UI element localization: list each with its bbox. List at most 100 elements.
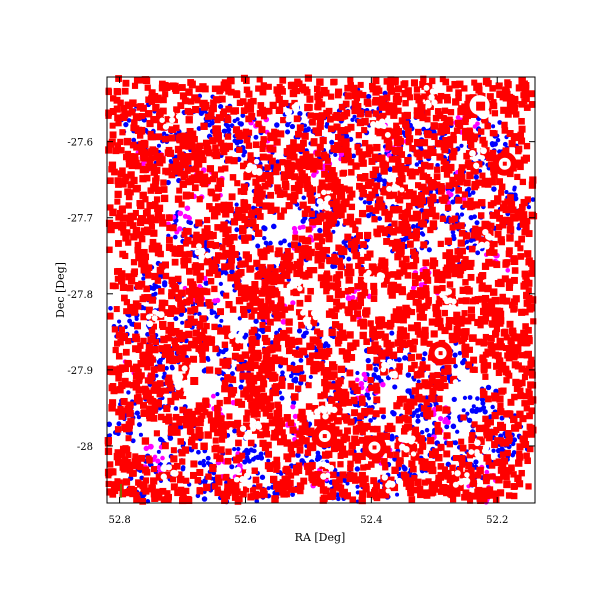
series-2-point — [213, 453, 220, 460]
series-2-point — [222, 474, 229, 481]
series-2-point — [440, 165, 447, 172]
series-2-point — [278, 266, 285, 273]
series-2-point — [203, 139, 210, 147]
series-2-point — [293, 486, 300, 493]
series-2-point — [407, 489, 415, 497]
series-2-point — [484, 122, 491, 130]
series-2-point — [410, 465, 417, 473]
series-0-point — [355, 490, 360, 495]
series-2-point — [132, 363, 141, 372]
series-1-point — [358, 380, 365, 387]
series-2-point — [400, 316, 407, 324]
series-2-point — [506, 234, 514, 242]
series-2-point — [357, 276, 366, 284]
series-2-point — [376, 114, 383, 121]
series-2-point — [366, 364, 373, 371]
series-2-point — [310, 166, 317, 173]
series-0-point — [201, 458, 206, 464]
series-2-point — [525, 483, 532, 490]
series-2-point — [451, 181, 458, 188]
series-2-point — [150, 366, 158, 373]
series-2-point — [391, 466, 399, 474]
series-2-point — [243, 415, 250, 422]
series-2-point — [447, 136, 455, 143]
series-2-point — [127, 153, 135, 161]
series-2-point — [235, 270, 243, 278]
series-2-point — [303, 176, 311, 184]
series-2-point — [295, 262, 304, 270]
series-2-point — [434, 166, 441, 173]
series-0-point — [138, 432, 143, 437]
series-2-point — [284, 163, 291, 170]
series-2-point — [444, 272, 452, 279]
series-0-point — [422, 351, 428, 357]
series-2-point — [332, 187, 340, 195]
series-2-point — [132, 372, 141, 380]
series-2-point — [395, 195, 402, 202]
series-2-point — [283, 453, 290, 460]
series-2-point — [145, 264, 153, 272]
series-2-point — [329, 461, 336, 469]
series-2-point — [462, 256, 469, 263]
series-2-point — [196, 277, 203, 284]
series-0-point — [258, 327, 264, 333]
series-2-point — [210, 212, 219, 220]
series-2-point — [438, 185, 446, 193]
series-2-point — [287, 161, 295, 169]
series-2-point — [354, 310, 362, 318]
series-2-point — [121, 456, 129, 464]
series-0-point — [510, 452, 516, 458]
plot-layer — [104, 74, 538, 505]
series-2-point — [154, 186, 162, 194]
series-2-point — [368, 157, 376, 165]
series-2-point — [120, 407, 127, 414]
series-2-point — [194, 264, 202, 271]
series-2-point — [214, 184, 222, 192]
series-2-point — [304, 184, 312, 192]
series-2-point — [325, 310, 334, 318]
series-1-point — [177, 210, 184, 217]
series-2-point — [224, 133, 232, 140]
series-2-point — [459, 471, 467, 479]
series-2-point — [434, 276, 441, 283]
series-2-point — [420, 198, 427, 205]
series-0-point — [414, 408, 420, 413]
series-0-point — [473, 459, 479, 465]
series-2-point — [231, 493, 239, 501]
series-2-point — [491, 296, 500, 305]
series-2-point — [496, 178, 503, 186]
series-2-point — [120, 229, 127, 236]
series-2-point — [417, 201, 424, 208]
series-2-point — [407, 168, 414, 175]
series-2-point — [509, 101, 518, 109]
series-2-point — [446, 249, 454, 257]
series-2-point — [183, 487, 190, 495]
series-2-point — [518, 137, 526, 145]
series-2-point — [299, 201, 307, 209]
series-2-point — [410, 261, 418, 270]
series-2-point — [235, 214, 243, 221]
series-2-point — [107, 177, 114, 184]
series-2-point — [300, 349, 308, 356]
series-2-point — [441, 143, 449, 151]
series-2-point — [386, 140, 393, 148]
series-2-point — [260, 113, 268, 120]
series-2-point — [371, 288, 378, 296]
series-0-point — [342, 477, 348, 484]
series-2-point — [483, 477, 490, 485]
series-2-point — [457, 107, 465, 116]
series-2-point — [482, 333, 489, 341]
series-2-point — [357, 256, 365, 264]
series-2-point — [383, 78, 391, 85]
series-2-point — [144, 294, 152, 302]
series-2-point — [391, 102, 398, 109]
series-2-point — [385, 137, 392, 144]
series-2-point — [230, 218, 239, 226]
series-0-point — [201, 496, 208, 502]
series-2-point — [220, 201, 228, 209]
series-0-point — [481, 405, 487, 410]
series-2-point — [143, 227, 151, 236]
series-2-point — [227, 274, 235, 282]
series-2-point — [455, 267, 463, 275]
series-2-point — [499, 293, 506, 301]
